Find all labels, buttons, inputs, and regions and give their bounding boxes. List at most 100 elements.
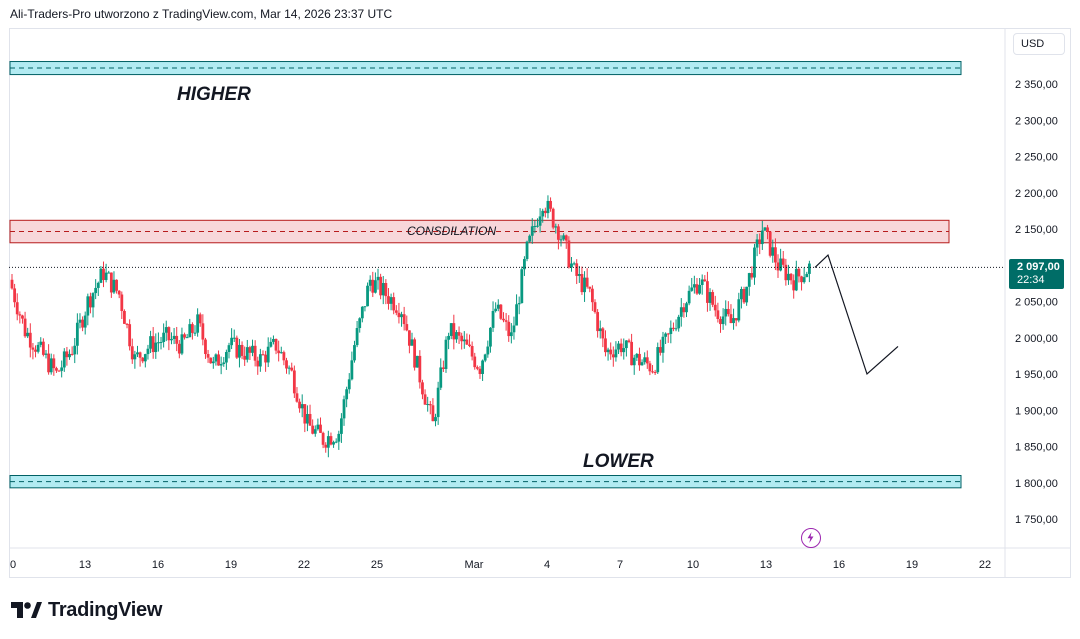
candle-body (590, 288, 594, 303)
candle-body (645, 357, 649, 364)
candle-body (583, 277, 586, 293)
price-tick-label: 2 250,00 (1015, 152, 1058, 164)
candle-body (175, 335, 179, 344)
candle-body (538, 216, 542, 226)
candle-body (802, 277, 806, 283)
candle-body (465, 339, 469, 345)
candle-body (423, 394, 427, 405)
candle-body (462, 339, 466, 342)
candle-body (593, 302, 597, 313)
candle-body (664, 333, 667, 337)
candle-body (224, 351, 228, 363)
candle-body (630, 341, 634, 366)
candle-body (807, 263, 811, 274)
candle-body (183, 334, 186, 338)
candle-body (632, 357, 636, 366)
candle-body (358, 318, 362, 329)
candle-body (10, 279, 14, 289)
candle-body (797, 268, 801, 277)
candle-body (154, 342, 158, 353)
candle-body (410, 339, 414, 346)
price-tick-label: 1 750,00 (1015, 514, 1058, 526)
candle-body (177, 343, 181, 354)
chart-frame[interactable] (9, 28, 1071, 578)
candle-body (256, 360, 260, 367)
candle-body (28, 332, 32, 348)
candle-body (753, 247, 756, 278)
candle-body (711, 292, 715, 305)
candle-body (128, 324, 132, 347)
candle-body (52, 358, 56, 369)
candle-body (766, 227, 769, 232)
candle-body (109, 272, 113, 293)
candle-body (373, 280, 377, 293)
candle-body (742, 289, 746, 303)
candle-body (549, 200, 552, 209)
candle-body (198, 314, 202, 324)
candle-body (763, 227, 767, 231)
candle-body (455, 332, 458, 340)
currency-button[interactable]: USD (1013, 33, 1065, 55)
candle-body (180, 334, 184, 354)
candle-body (653, 372, 657, 374)
tradingview-logo[interactable]: TradingView (11, 598, 162, 622)
candle-body (496, 304, 500, 309)
candle-body (585, 277, 589, 287)
candle-body (274, 338, 278, 351)
time-tick-label: 16 (833, 559, 845, 571)
candle-body (360, 306, 364, 319)
candle-body (421, 382, 424, 395)
candle-body (190, 324, 194, 333)
candle-body (185, 337, 189, 339)
price-tick-label: 1 900,00 (1015, 405, 1058, 417)
candle-body (99, 268, 103, 283)
candle-body (209, 357, 213, 364)
candle-body (606, 349, 610, 353)
candle-body (523, 259, 526, 270)
candle-body (426, 404, 430, 406)
candle-body (57, 370, 61, 372)
candle-body (614, 349, 618, 358)
price-tick-label: 2 200,00 (1015, 188, 1058, 200)
candle-body (78, 319, 82, 323)
candle-body (264, 354, 267, 363)
candle-body (611, 354, 615, 358)
candle-body (436, 387, 440, 418)
candle-body (457, 332, 461, 336)
time-tick-label: 22 (298, 559, 310, 571)
candle-body (787, 273, 790, 281)
candle-body (758, 239, 762, 245)
candle-body (776, 262, 780, 271)
candle-body (486, 346, 490, 355)
candle-body (481, 360, 484, 374)
candle-body (747, 273, 751, 287)
candle-body (248, 347, 252, 353)
time-tick-label: 16 (152, 559, 164, 571)
candle-body (627, 340, 631, 342)
candle-body (698, 285, 701, 294)
lightning-bolt-icon[interactable] (801, 528, 821, 548)
candle-body (104, 272, 108, 281)
candle-body (789, 273, 793, 281)
candle-body (413, 339, 417, 368)
candle-body (381, 283, 385, 296)
candle-body (115, 279, 118, 291)
price-tick-label: 2 000,00 (1015, 333, 1058, 345)
candle-body (253, 345, 257, 361)
candle-body (768, 231, 772, 256)
zone-higher (9, 61, 962, 76)
candle-body (439, 367, 443, 388)
candle-body (303, 404, 307, 424)
candle-body (353, 345, 356, 361)
candle-body (120, 294, 124, 311)
candle-body (489, 327, 492, 347)
candle-body (240, 344, 244, 356)
time-tick-label: 13 (79, 559, 91, 571)
zone-lower (9, 475, 962, 489)
zones-layer (9, 61, 962, 489)
candle-body (157, 342, 160, 344)
candle-body (635, 353, 639, 358)
time-axis-ticks: 0 13 16 19 22 25 Mar 4 7 10 13 16 19 22 (10, 559, 991, 571)
candle-body (15, 302, 19, 315)
